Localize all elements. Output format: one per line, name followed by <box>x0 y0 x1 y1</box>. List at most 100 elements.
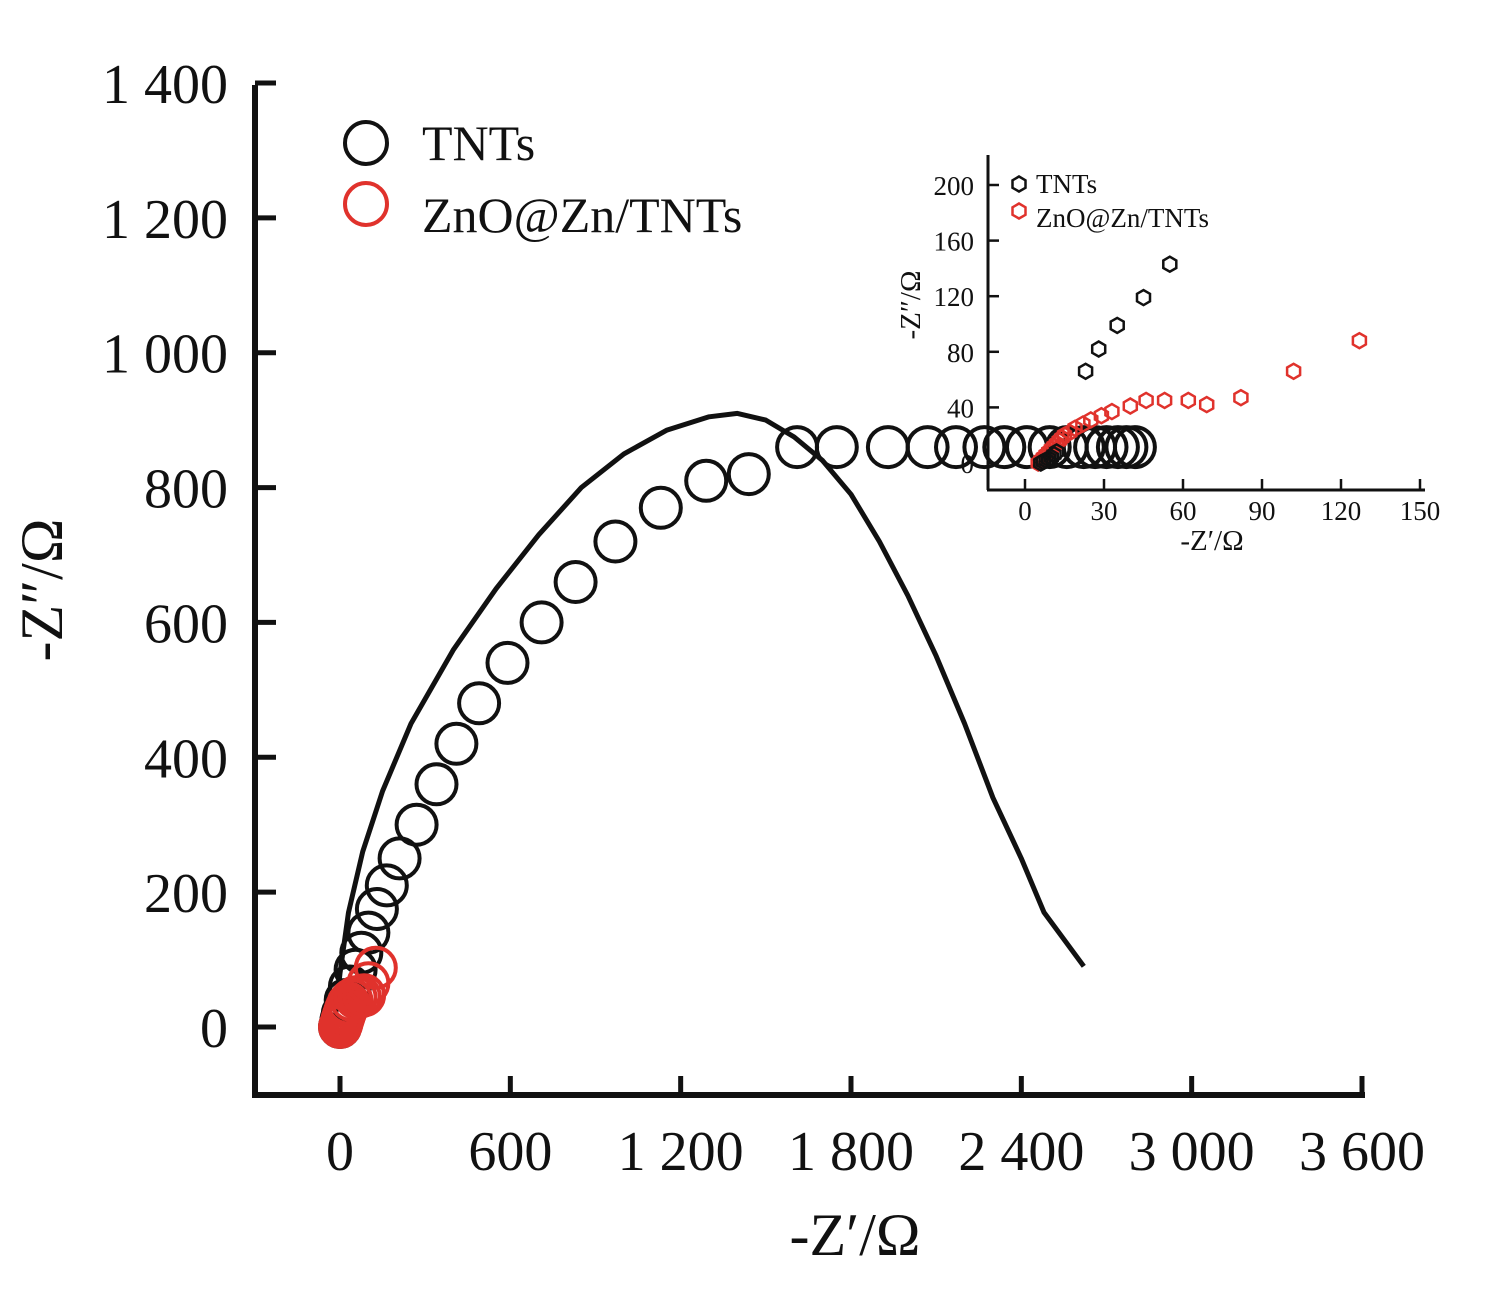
main-point-tnts <box>684 458 729 503</box>
inset-point-tnts <box>1077 362 1094 381</box>
inset-point-zno <box>1048 434 1065 453</box>
main-y-tick-label: 1 200 <box>102 189 228 251</box>
main-y-tick-label: 0 <box>200 998 228 1060</box>
inset-point-zno <box>1233 388 1249 407</box>
inset-data-points <box>1030 255 1368 472</box>
inset-point-tnts <box>1109 316 1125 335</box>
main-x-tick-label: 1 800 <box>788 1121 914 1183</box>
inset-point-tnts <box>1090 340 1107 358</box>
inset-x-ticks: 0 30 60 90 120 150 <box>1018 479 1440 526</box>
main-x-tick-label: 600 <box>468 1121 552 1183</box>
main-point-tnts <box>553 560 598 604</box>
main-fit-line <box>331 410 1086 1028</box>
main-point-tnts <box>339 930 384 975</box>
inset-y-tick-label: 0 <box>961 449 975 479</box>
main-point-tnts <box>905 425 950 470</box>
main-point-tnts <box>962 425 1007 470</box>
inset-y-tick-label: 120 <box>934 282 975 312</box>
inset-y-ticks: 0 40 80 120 160 200 <box>934 171 999 479</box>
inset-point-tnts <box>1046 445 1062 464</box>
inset-point-zno <box>1285 362 1302 381</box>
main-point-tnts <box>593 519 638 564</box>
main-x-tick-label: 3 600 <box>1299 1121 1425 1183</box>
main-point-tnts <box>414 762 459 807</box>
main-legend-label-zno: ZnO@Zn/TNTs <box>422 187 742 243</box>
main-x-tick-label: 2 400 <box>958 1121 1084 1183</box>
inset-x-tick-label: 150 <box>1400 496 1441 526</box>
main-legend-marker-zno <box>343 181 389 227</box>
inset-point-zno <box>1122 397 1139 415</box>
main-x-tick-label: 1 200 <box>618 1121 744 1183</box>
main-point-tnts <box>394 802 439 847</box>
main-y-tick-label: 800 <box>144 459 228 521</box>
inset-point-zno <box>1198 395 1215 414</box>
main-data-points <box>318 425 1157 1049</box>
main-x-axis-title: -Z′/Ω <box>789 1202 920 1268</box>
main-legend-marker-tnts <box>343 120 389 166</box>
inset-point-zno <box>1156 391 1173 410</box>
inset-legend: TNTs ZnO@Zn/TNTs <box>1011 169 1209 233</box>
main-y-tick-label: 1 000 <box>102 324 228 386</box>
inset-point-tnts <box>1043 448 1060 467</box>
inset-legend-label-tnts: TNTs <box>1036 169 1097 199</box>
inset-point-zno <box>1351 331 1368 350</box>
main-axes <box>252 85 1365 1098</box>
inset-x-tick-label: 90 <box>1249 496 1276 526</box>
inset-point-tnts <box>1135 288 1152 307</box>
inset-y-tick-label: 80 <box>947 338 974 368</box>
main-point-tnts <box>982 425 1027 470</box>
inset-y-tick-label: 40 <box>947 393 974 423</box>
inset-point-tnts <box>1040 449 1057 468</box>
main-y-tick-label: 400 <box>144 728 228 790</box>
main-point-tnts <box>638 485 683 530</box>
main-point-tnts <box>814 425 859 470</box>
inset-point-zno <box>1067 419 1083 438</box>
inset-y-tick-label: 200 <box>934 171 975 201</box>
main-y-tick-label: 1 400 <box>102 54 228 116</box>
inset-point-zno <box>1180 391 1197 410</box>
main-point-tnts <box>354 887 399 931</box>
main-point-zno <box>353 945 398 990</box>
main-fit-line-group <box>331 410 1086 1028</box>
main-point-tnts <box>519 600 564 645</box>
inset-point-tnts <box>1048 442 1065 461</box>
inset-plot: 0 40 80 120 160 200 0 30 60 90 120 150 -Z′/Ω -Z″/Ω… <box>895 155 1440 557</box>
main-point-tnts <box>346 910 391 955</box>
main-x-tick-label: 3 000 <box>1129 1121 1255 1183</box>
inset-x-tick-label: 60 <box>1170 496 1197 526</box>
inset-y-tick-label: 160 <box>934 227 975 257</box>
main-y-ticks: 0 200 400 600 800 1 000 1 200 1 400 <box>102 54 276 1060</box>
inset-point-tnts <box>1035 452 1052 471</box>
main-point-tnts <box>485 640 530 685</box>
inset-x-tick-label: 120 <box>1321 496 1362 526</box>
main-point-tnts <box>865 425 910 470</box>
inset-x-tick-label: 30 <box>1091 496 1118 526</box>
inset-legend-label-zno: ZnO@Zn/TNTs <box>1036 203 1209 233</box>
main-legend: TNTs ZnO@Zn/TNTs <box>343 115 742 243</box>
main-y-tick-label: 600 <box>144 593 228 655</box>
main-point-tnts <box>434 721 479 766</box>
inset-point-zno <box>1083 410 1099 429</box>
inset-point-tnts <box>1162 255 1178 274</box>
main-point-tnts <box>1084 425 1129 470</box>
inset-point-zno <box>1056 426 1073 445</box>
inset-legend-marker-tnts <box>1011 175 1027 193</box>
main-legend-label-tnts: TNTs <box>422 115 535 171</box>
main-point-tnts <box>1112 425 1157 470</box>
main-point-tnts <box>364 863 409 908</box>
main-x-ticks: 0 600 1 200 1 800 2 400 3 000 3 600 <box>326 1076 1425 1183</box>
inset-axes <box>986 155 1425 492</box>
main-y-axis-title: -Z″/Ω <box>9 519 75 662</box>
inset-y-axis-title: -Z″/Ω <box>895 270 927 339</box>
inset-point-zno <box>1138 391 1154 410</box>
main-point-tnts <box>457 681 502 726</box>
inset-point-zno <box>1093 406 1110 425</box>
main-y-tick-label: 200 <box>144 863 228 925</box>
main-x-tick-label: 0 <box>326 1121 354 1183</box>
inset-point-zno <box>1054 429 1070 447</box>
inset-x-axis-title: -Z′/Ω <box>1180 525 1243 557</box>
main-point-tnts <box>726 452 771 497</box>
inset-point-zno <box>1075 415 1091 434</box>
